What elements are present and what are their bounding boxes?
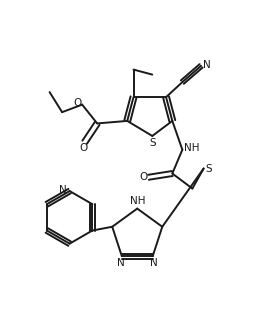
Text: O: O [79,144,88,153]
Text: O: O [139,172,147,182]
Text: S: S [206,164,212,174]
Text: N: N [203,60,210,70]
Text: N: N [59,185,67,195]
Text: O: O [74,98,82,108]
Text: N: N [117,258,124,268]
Text: S: S [149,138,156,148]
Text: NH: NH [184,143,200,153]
Text: N: N [150,258,158,268]
Text: NH: NH [129,196,145,206]
